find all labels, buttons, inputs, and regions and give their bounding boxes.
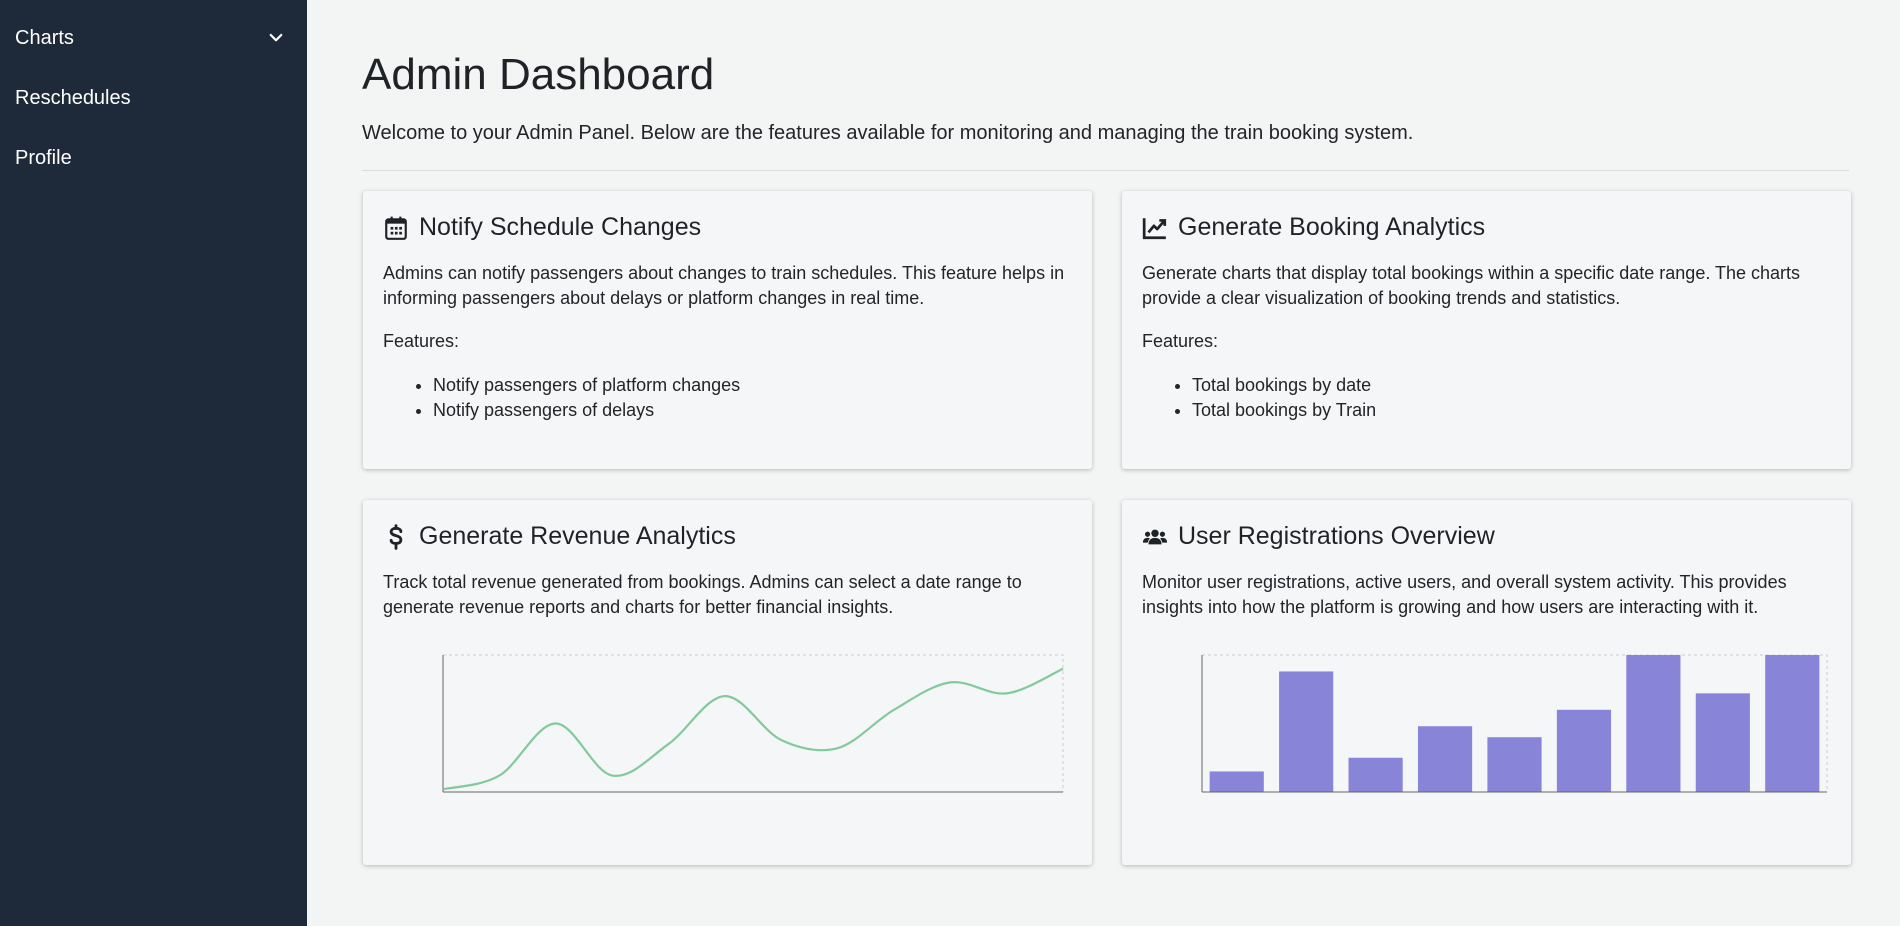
- card-title: Generate Booking Analytics: [1178, 213, 1486, 241]
- features-label: Features:: [383, 331, 460, 351]
- sidebar-item-label: Profile: [15, 146, 72, 169]
- bar-7: [1626, 655, 1681, 792]
- sidebar-item-label: Reschedules: [15, 86, 131, 109]
- card-revenue-analytics[interactable]: Generate Revenue Analytics Track total r…: [363, 500, 1092, 865]
- card-header: Generate Revenue Analytics: [383, 522, 736, 551]
- calendar-icon: [385, 216, 407, 240]
- card-title: Notify Schedule Changes: [419, 213, 702, 241]
- card-header: Generate Booking Analytics: [1142, 213, 1485, 242]
- page-subtitle: Welcome to your Admin Panel. Below are t…: [362, 122, 1414, 144]
- sidebar-item-reschedules[interactable]: Reschedules: [15, 78, 285, 118]
- card-description: Monitor user registrations, active users…: [1142, 572, 1787, 617]
- list-item: Notify passengers of delays: [433, 398, 740, 423]
- revenue-line-chart: [442, 654, 1064, 793]
- sidebar-item-charts[interactable]: Charts: [15, 18, 285, 58]
- card-title: Generate Revenue Analytics: [419, 522, 736, 550]
- sidebar-item-label: Charts: [15, 26, 74, 49]
- bar-3: [1348, 757, 1403, 792]
- bar-9: [1765, 655, 1820, 792]
- list-item: Notify passengers of platform changes: [433, 373, 740, 398]
- bar-1: [1209, 771, 1264, 792]
- card-booking-analytics[interactable]: Generate Booking Analytics Generate char…: [1122, 191, 1851, 469]
- features-label: Features:: [1142, 331, 1219, 351]
- chart-frame: [1202, 654, 1828, 792]
- bar-8: [1695, 693, 1750, 792]
- users-icon: [1142, 529, 1168, 544]
- chevron-down-icon: [269, 33, 283, 42]
- main-content: Admin Dashboard Welcome to your Admin Pa…: [307, 0, 1900, 926]
- bar-4: [1417, 726, 1473, 792]
- card-description: Track total revenue generated from booki…: [383, 572, 1022, 617]
- list-item: Total bookings by date: [1192, 373, 1376, 398]
- bar-2: [1279, 671, 1334, 792]
- card-header: User Registrations Overview: [1142, 522, 1495, 551]
- card-user-registrations[interactable]: User Registrations Overview Monitor user…: [1122, 500, 1851, 865]
- features-list: Total bookings by date Total bookings by…: [1172, 373, 1376, 423]
- sidebar: Charts Reschedules Profile: [0, 0, 307, 926]
- line-chart-icon: [1142, 217, 1167, 239]
- card-description: Admins can notify passengers about chang…: [383, 263, 1065, 308]
- bar-5: [1487, 737, 1542, 792]
- divider: [362, 170, 1849, 171]
- card-notify-schedule[interactable]: Notify Schedule Changes Admins can notif…: [363, 191, 1092, 469]
- chart-frame: [443, 654, 1064, 792]
- dollar-icon: [389, 523, 403, 550]
- features-list: Notify passengers of platform changes No…: [413, 373, 740, 423]
- registrations-bar-chart: [1201, 654, 1828, 793]
- card-header: Notify Schedule Changes: [383, 213, 701, 242]
- sidebar-item-profile[interactable]: Profile: [15, 138, 285, 178]
- card-title: User Registrations Overview: [1178, 522, 1495, 550]
- card-description: Generate charts that display total booki…: [1142, 263, 1801, 308]
- bar-6: [1556, 709, 1612, 792]
- list-item: Total bookings by Train: [1192, 398, 1376, 423]
- page-title: Admin Dashboard: [362, 50, 715, 99]
- revenue-series-line: [442, 667, 1064, 791]
